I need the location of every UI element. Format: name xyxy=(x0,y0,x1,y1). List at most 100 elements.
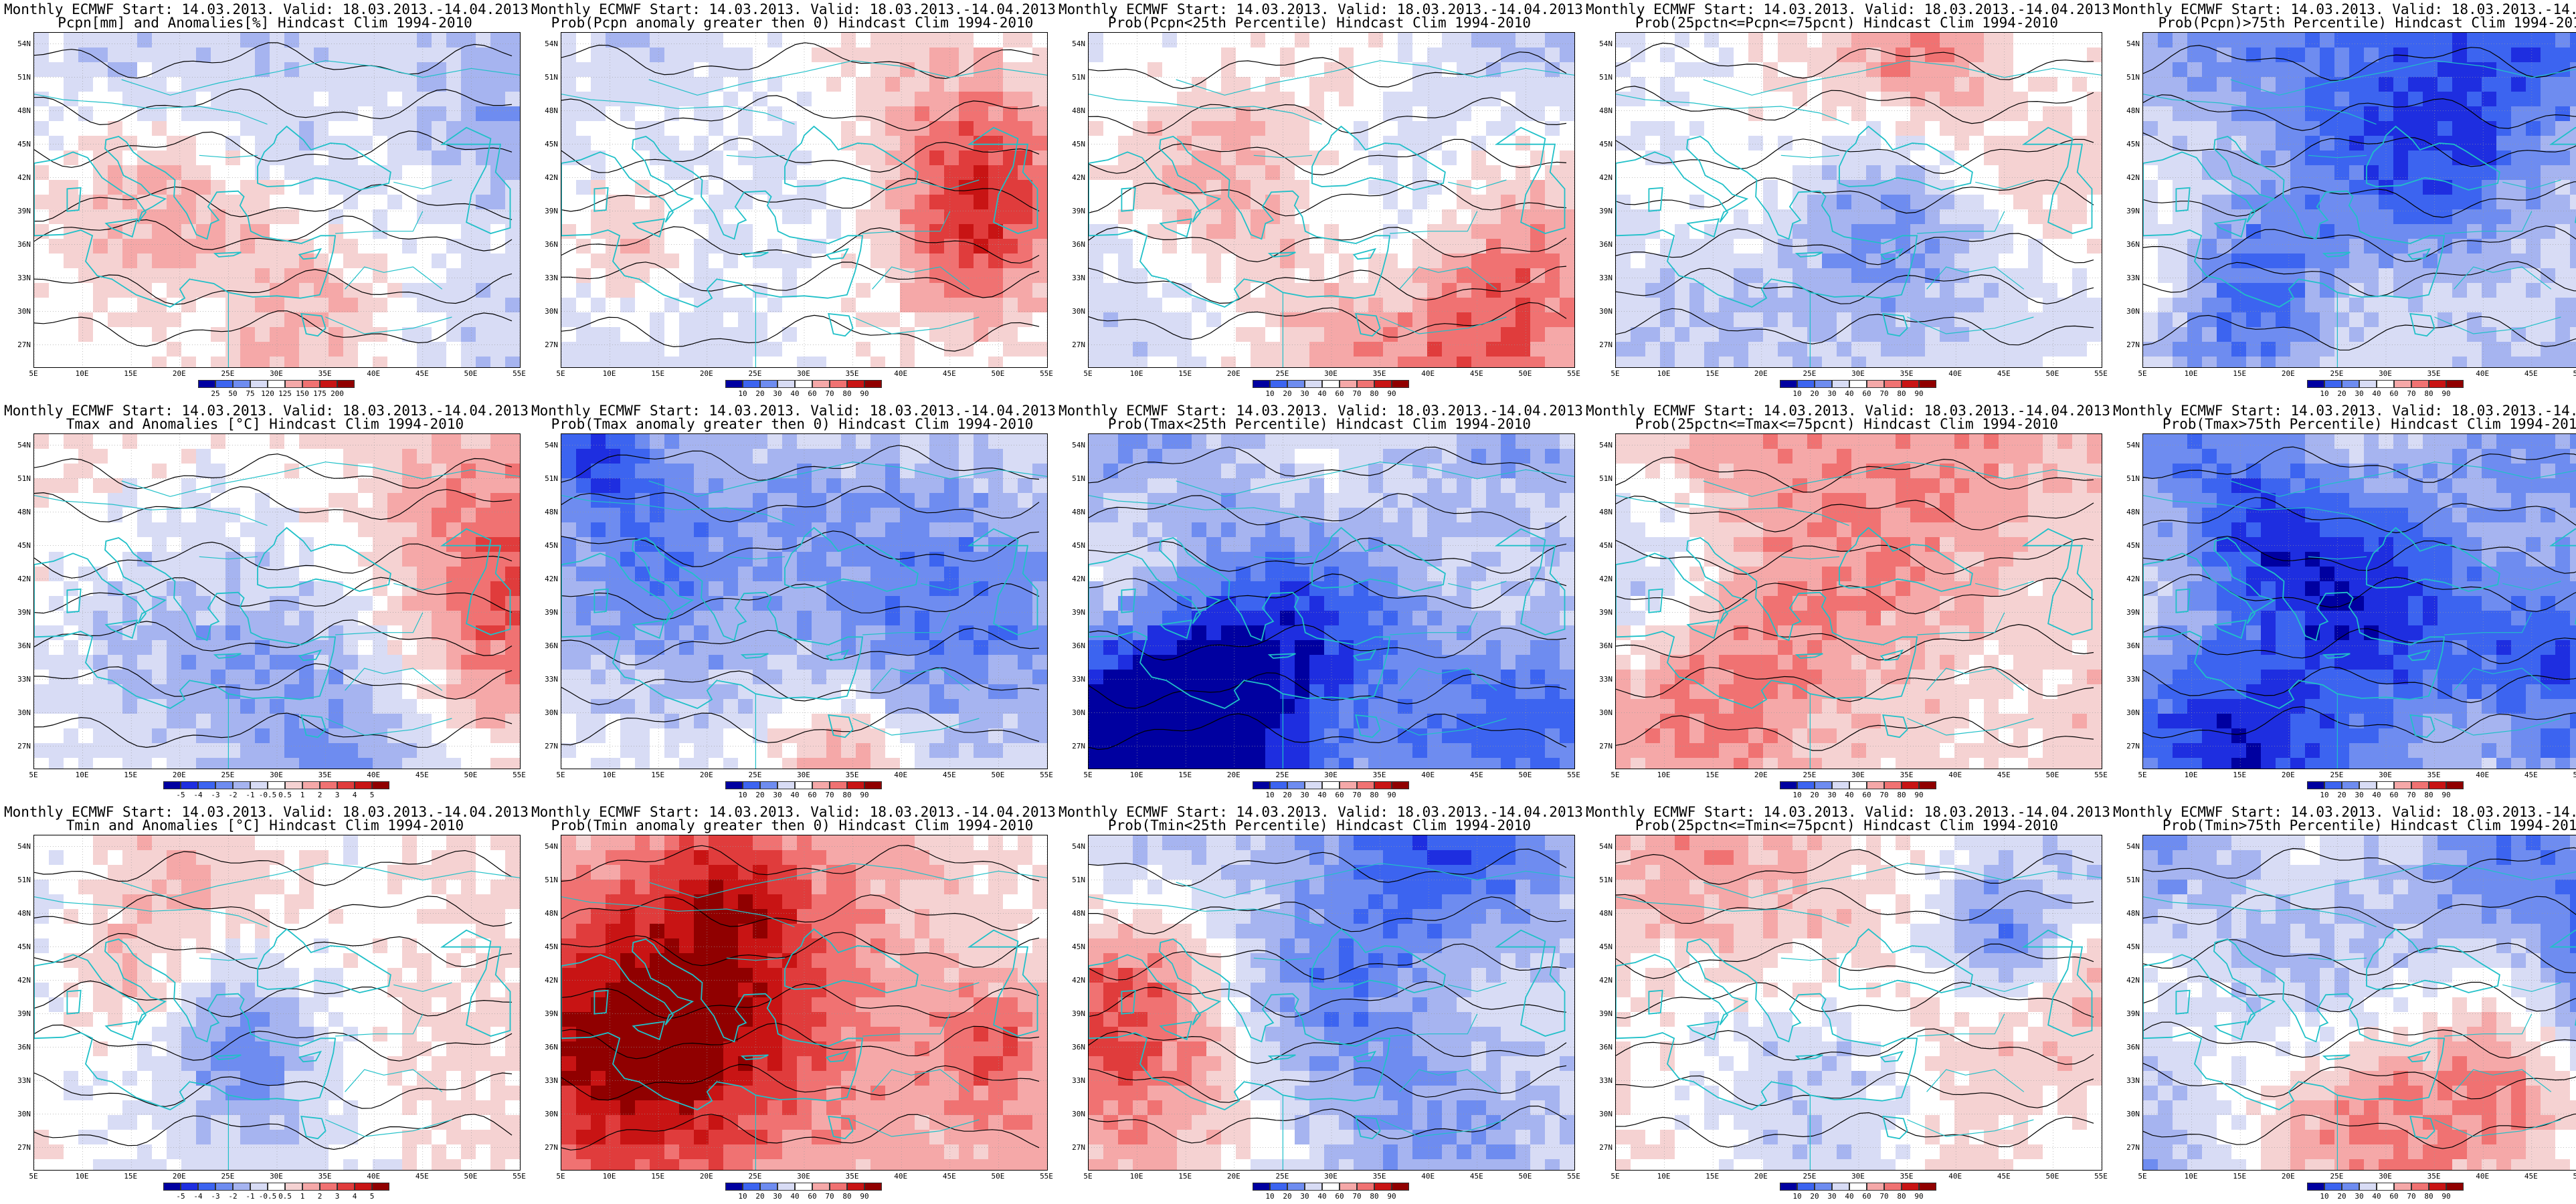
field-cell xyxy=(1032,327,1047,342)
field-cell xyxy=(1675,239,1690,254)
field-cell xyxy=(2276,283,2291,298)
field-cell xyxy=(767,298,783,313)
field-cell xyxy=(2570,298,2576,313)
field-cell xyxy=(358,478,373,494)
field-cell xyxy=(2541,136,2556,151)
field-cell xyxy=(314,714,329,729)
field-cell xyxy=(2526,150,2541,166)
field-cell xyxy=(49,283,64,298)
country-border xyxy=(325,316,452,334)
field-cell xyxy=(1616,298,1631,313)
field-cell xyxy=(270,699,285,714)
field-cell xyxy=(196,567,211,582)
field-cell xyxy=(1221,239,1236,254)
field-cell xyxy=(1309,121,1325,136)
colorbar-tick-label: 20 xyxy=(2337,389,2347,398)
field-cell xyxy=(1339,195,1354,210)
field-cell xyxy=(432,342,447,357)
field-cell xyxy=(635,106,650,122)
field-cell xyxy=(196,581,211,597)
field-cell xyxy=(812,92,827,107)
field-cell xyxy=(1631,33,1646,48)
field-cell xyxy=(2231,327,2247,342)
field-cell xyxy=(329,180,344,195)
field-cell xyxy=(1412,195,1428,210)
field-cell xyxy=(1501,150,1516,166)
field-cell xyxy=(2364,342,2379,357)
field-cell xyxy=(1940,254,1955,269)
field-cell xyxy=(1778,268,1793,284)
field-cell xyxy=(329,743,344,759)
field-cell xyxy=(2028,121,2043,136)
field-cell xyxy=(358,522,373,538)
field-cell xyxy=(108,121,123,136)
field-cell xyxy=(2261,180,2276,195)
field-cell xyxy=(1427,77,1443,92)
field-cell xyxy=(1851,342,1867,357)
field-cell xyxy=(1368,180,1384,195)
field-cell xyxy=(2482,165,2497,181)
field-cell xyxy=(387,464,403,479)
field-cell xyxy=(826,195,842,210)
field-cell xyxy=(826,254,842,269)
field-cell xyxy=(885,268,901,284)
field-cell xyxy=(2526,195,2541,210)
field-cell xyxy=(606,342,621,357)
field-cell xyxy=(2526,47,2541,63)
field-cell xyxy=(329,714,344,729)
field-cell xyxy=(1147,224,1163,239)
field-cell xyxy=(2143,268,2158,284)
field-cell xyxy=(694,106,709,122)
country-border xyxy=(2230,60,2576,96)
field-cell xyxy=(490,714,506,729)
field-cell xyxy=(2246,77,2262,92)
field-cell xyxy=(1954,121,1970,136)
field-cell xyxy=(255,342,270,357)
lon-tick-label: 30E xyxy=(270,369,283,378)
field-cell xyxy=(2482,180,2497,195)
field-cell xyxy=(1177,342,1192,357)
field-cell xyxy=(122,728,138,744)
field-cell xyxy=(1383,195,1398,210)
field-cell xyxy=(1822,77,1837,92)
field-cell xyxy=(2379,268,2394,284)
field-cell xyxy=(1851,357,1867,367)
field-cell xyxy=(1147,195,1163,210)
field-cell xyxy=(505,552,520,567)
field-cell xyxy=(122,342,138,357)
field-cell xyxy=(753,106,768,122)
field-cell xyxy=(505,283,520,298)
field-cell xyxy=(2541,209,2556,225)
colorbar-swatch xyxy=(1919,380,1936,388)
field-cell xyxy=(2173,33,2188,48)
field-cell xyxy=(2305,254,2320,269)
field-cell xyxy=(225,254,241,269)
field-cell xyxy=(93,254,108,269)
field-cell xyxy=(2526,239,2541,254)
field-cell xyxy=(2526,357,2541,367)
field-cell xyxy=(270,342,285,357)
field-cell xyxy=(2305,180,2320,195)
field-cell xyxy=(723,136,739,151)
field-cell xyxy=(1515,136,1531,151)
field-cell xyxy=(1837,195,1852,210)
field-cell xyxy=(1704,92,1720,107)
field-cell xyxy=(358,312,373,328)
field-cell xyxy=(1324,254,1340,269)
field-cell xyxy=(782,357,798,367)
country-border xyxy=(1703,60,2102,96)
field-cell xyxy=(797,268,812,284)
field-cell xyxy=(1032,150,1047,166)
field-cell xyxy=(343,180,359,195)
contour-line xyxy=(1089,52,1567,90)
field-cell xyxy=(2393,77,2409,92)
field-cell xyxy=(211,195,226,210)
field-cell xyxy=(1265,62,1281,78)
field-cell xyxy=(225,537,241,553)
field-cell xyxy=(34,33,50,48)
field-cell xyxy=(329,758,344,769)
lon-tick-label: 40E xyxy=(894,369,908,378)
field-cell xyxy=(1969,209,1985,225)
field-cell xyxy=(152,312,167,328)
contour-line xyxy=(2143,94,2576,131)
